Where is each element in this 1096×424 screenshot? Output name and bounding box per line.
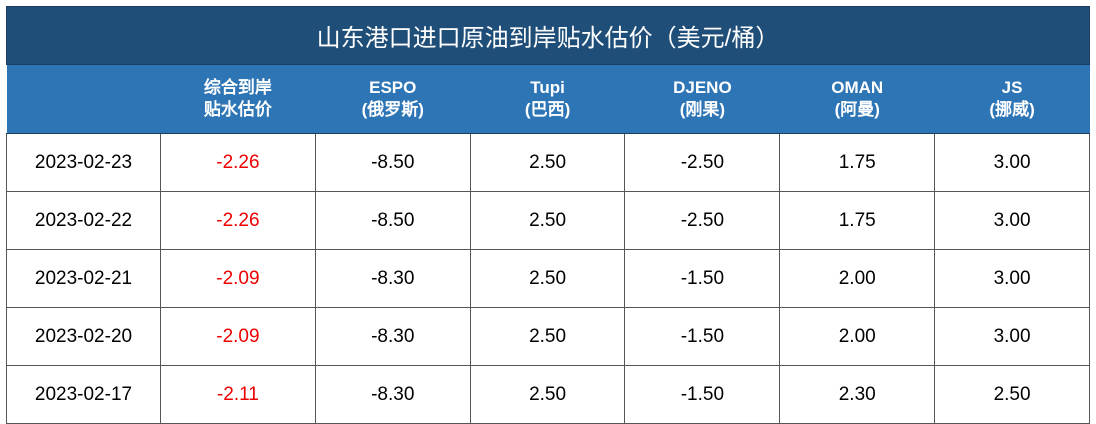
data-row: 2023-02-17 -2.11 -8.30 2.50 -1.50 2.30 2.50: [6, 365, 1090, 424]
header-line: (挪威): [989, 100, 1035, 119]
value-cell: -2.09: [160, 249, 316, 308]
value-cell: 2.00: [779, 307, 936, 366]
header-line: (刚果): [679, 100, 726, 119]
value-cell: -8.50: [314, 191, 471, 250]
header-corner: [6, 64, 161, 134]
header-line: (阿曼): [834, 100, 880, 119]
header-line: 贴水估价: [203, 100, 272, 119]
header-row: 综合到岸贴水估价 ESPO (俄罗斯) Tupi (巴西) DJENO (刚果) OMAN (阿…: [6, 64, 1090, 134]
value-cell: 2.50: [469, 249, 626, 308]
header-cell: ESPO (俄罗斯): [315, 64, 471, 134]
value-cell: 3.00: [934, 191, 1090, 250]
value-cell: -2.09: [160, 307, 316, 366]
header-cell: JS (挪威): [934, 64, 1090, 134]
header-line: 综合到岸: [203, 78, 272, 97]
value-cell: 2.50: [469, 133, 626, 192]
header-cell: Tupi (巴西): [470, 64, 625, 134]
date-cell: 2023-02-21: [6, 249, 161, 308]
header-line: Tupi: [530, 78, 565, 97]
data-row: 2023-02-20 -2.09 -8.30 2.50 -1.50 2.00 3.00: [6, 307, 1090, 366]
value-cell: -1.50: [624, 249, 781, 308]
value-cell: 3.00: [934, 307, 1090, 366]
header-cell: 综合到岸 贴水估价: [160, 64, 316, 134]
value-cell: -2.26: [160, 191, 316, 250]
value-cell: -2.50: [624, 191, 781, 250]
data-row: 2023-02-21 -2.09 -8.30 2.50 -1.50 2.00 3.00: [6, 249, 1090, 308]
table-body: 2023-02-23 -2.26 -8.50 2.50 -2.50 1.75 3.00 202…: [6, 133, 1090, 424]
date-cell: 2023-02-17: [6, 365, 161, 424]
value-cell: 3.00: [934, 249, 1090, 308]
value-cell: -8.50: [314, 133, 471, 192]
value-cell: 1.75: [779, 133, 936, 192]
data-row: 2023-02-22 -2.26 -8.50 2.50 -2.50 1.75 3.00: [6, 191, 1090, 250]
value-cell: -8.30: [314, 365, 471, 424]
header-line: (巴西): [524, 100, 571, 119]
value-cell: 2.50: [469, 191, 626, 250]
value-cell: 2.00: [779, 249, 936, 308]
header-cell: DJENO (刚果): [624, 64, 780, 134]
date-cell: 2023-02-20: [6, 307, 161, 366]
value-cell: -2.26: [160, 133, 316, 192]
header-line: (俄罗斯): [361, 100, 424, 119]
header-line: DJENO: [673, 78, 732, 97]
date-cell: 2023-02-22: [6, 191, 161, 250]
value-cell: 2.50: [934, 365, 1090, 424]
table-title: 山东港口进口原油到岸贴水估价（美元/桶）: [6, 6, 1090, 65]
value-cell: 2.50: [469, 365, 626, 424]
value-cell: -8.30: [314, 307, 471, 366]
value-cell: 2.30: [779, 365, 936, 424]
value-cell: -1.50: [624, 365, 781, 424]
value-cell: -8.30: [314, 249, 471, 308]
header-line: JS: [1001, 78, 1023, 97]
value-cell: 3.00: [934, 133, 1090, 192]
value-cell: 2.50: [469, 307, 626, 366]
value-cell: -2.50: [624, 133, 781, 192]
header-line: ESPO: [369, 78, 417, 97]
value-cell: -1.50: [624, 307, 781, 366]
header-cell: OMAN (阿曼): [779, 64, 935, 134]
value-cell: 1.75: [779, 191, 936, 250]
price-table: 山东港口进口原油到岸贴水估价（美元/桶） 综合到岸贴水估价 ESPO (俄罗斯) Tu…: [6, 6, 1090, 424]
table-container: 山东港口进口原油到岸贴水估价（美元/桶） 综合到岸贴水估价 ESPO (俄罗斯) Tu…: [6, 6, 1090, 424]
data-row: 2023-02-23 -2.26 -8.50 2.50 -2.50 1.75 3.00: [6, 133, 1090, 192]
date-cell: 2023-02-23: [6, 133, 161, 192]
header-line: OMAN: [831, 78, 884, 97]
value-cell: -2.11: [160, 365, 316, 424]
